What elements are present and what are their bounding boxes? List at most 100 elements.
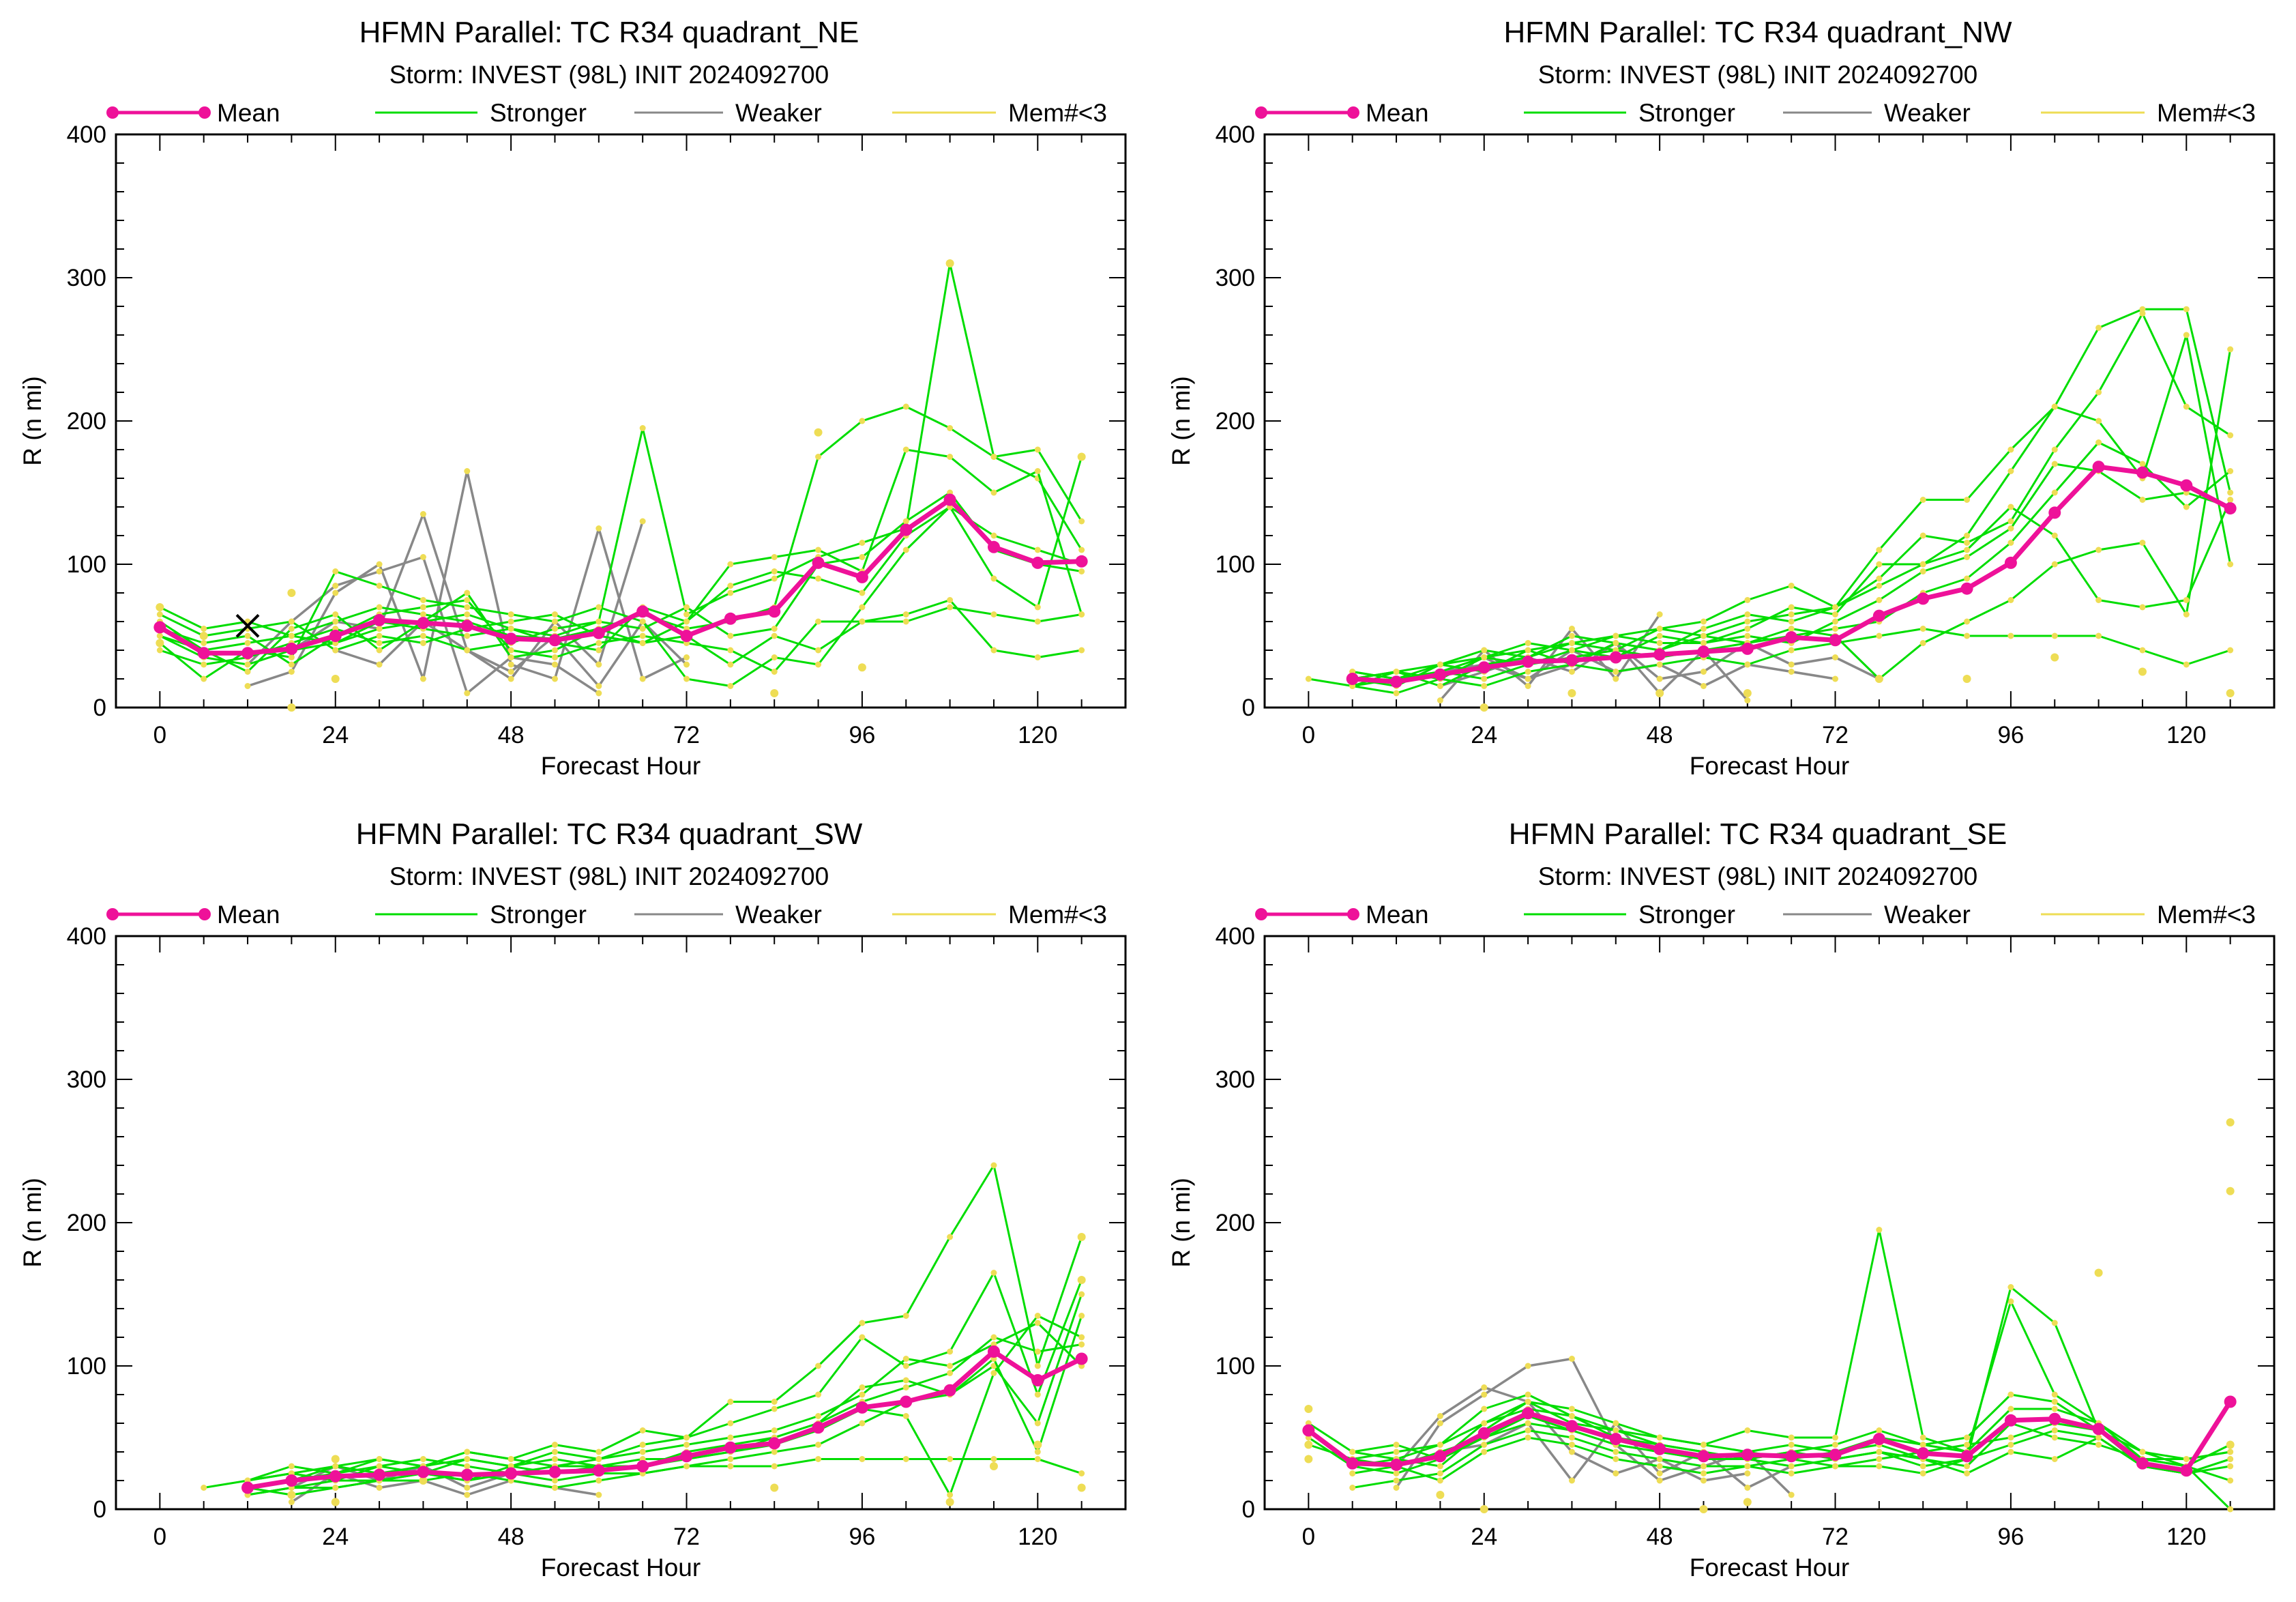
stronger-point — [1078, 518, 1085, 525]
stronger-point — [1744, 632, 1751, 639]
mean-point — [2092, 461, 2105, 474]
stronger-point — [376, 1463, 383, 1470]
panel-se: HFMN Parallel: TC R34 quadrant_SE Storm: … — [1167, 817, 2276, 1582]
stronger-point — [2051, 1427, 2058, 1433]
stronger-point — [1964, 554, 1971, 560]
y-tick-label: 200 — [67, 1210, 106, 1236]
mean-point — [1697, 645, 1710, 658]
stronger-point — [2007, 1391, 2014, 1398]
stronger-point — [201, 640, 207, 646]
stronger-point — [1034, 1348, 1041, 1355]
mean-series-line — [1307, 1400, 2233, 1473]
legend-label-mean: Mean — [1366, 99, 1429, 127]
y-tick-label: 300 — [1216, 1066, 1255, 1093]
stronger-point — [1744, 626, 1751, 632]
stronger-point — [1349, 1470, 1356, 1476]
y-tick-label: 300 — [67, 265, 106, 291]
stronger-point — [683, 611, 690, 617]
stronger-point — [1919, 640, 1926, 646]
stronger-point — [815, 1456, 822, 1462]
y-tick-label: 0 — [93, 695, 106, 721]
stronger-point — [1393, 1470, 1400, 1476]
stronger-point — [2227, 1463, 2234, 1470]
mem-lt3-point — [156, 639, 164, 647]
stronger-point — [902, 446, 909, 453]
stronger-point — [1525, 669, 1531, 675]
weaker-point — [288, 669, 295, 675]
weaker-point — [420, 554, 426, 560]
stronger-point — [683, 675, 690, 682]
stronger-point — [1919, 561, 1926, 568]
stronger-point — [2227, 1477, 2234, 1484]
stronger-point — [815, 1442, 822, 1448]
legend-label-stronger: Stronger — [490, 99, 587, 127]
weaker-point — [1832, 654, 1839, 660]
stronger-point — [1349, 1448, 1356, 1455]
stronger-point — [1525, 1434, 1531, 1441]
stronger-point — [1034, 1391, 1041, 1398]
mean-point — [2004, 1414, 2017, 1427]
stronger-series-line — [159, 592, 1082, 673]
weaker-point — [595, 661, 602, 668]
mem-lt3-point — [1962, 675, 1971, 683]
stronger-point — [2007, 446, 2014, 453]
stronger-point — [376, 647, 383, 654]
stronger-point — [2007, 1442, 2014, 1448]
x-tick-label: 120 — [2166, 722, 2206, 748]
stronger-point — [902, 547, 909, 553]
stronger-point — [551, 618, 558, 625]
stronger-point — [2139, 306, 2146, 312]
mean-point — [680, 1450, 693, 1463]
y-tick-label: 0 — [1242, 695, 1255, 721]
stronger-point — [859, 1456, 866, 1462]
stronger-point — [376, 1456, 383, 1462]
stronger-point — [1525, 1427, 1531, 1433]
chart-subtitle: Storm: INVEST (98L) INIT 2024092700 — [1538, 61, 1977, 89]
weaker-point — [595, 525, 602, 531]
legend-marker-mean-end — [198, 908, 211, 920]
axis-ticks — [1265, 935, 2275, 1510]
legend-marker-mean-start — [1255, 908, 1267, 920]
stronger-point — [1964, 575, 1971, 582]
stronger-point — [1568, 1442, 1575, 1448]
stronger-point — [1481, 683, 1488, 689]
y-tick-label: 400 — [1216, 923, 1255, 950]
stronger-point — [2051, 1320, 2058, 1326]
mean-point — [2136, 1457, 2149, 1470]
stronger-point — [1525, 1420, 1531, 1427]
stronger-point — [420, 604, 426, 611]
mean-point — [329, 1470, 342, 1483]
stronger-point — [902, 403, 909, 410]
stronger-point — [2227, 1506, 2234, 1513]
stronger-point — [947, 425, 954, 431]
weaker-point — [1744, 1470, 1751, 1476]
stronger-point — [1964, 540, 1971, 546]
stronger-point — [201, 1485, 207, 1491]
mem-lt3-point — [1436, 1491, 1445, 1499]
stronger-point — [2227, 468, 2234, 474]
stronger-point — [288, 632, 295, 639]
stronger-point — [156, 632, 163, 639]
y-tick-label: 200 — [1216, 408, 1255, 435]
mem-lt3-point — [2094, 1268, 2103, 1277]
weaker-point — [1568, 669, 1575, 675]
stronger-point — [727, 683, 734, 689]
mean-point — [1031, 556, 1044, 569]
stronger-point — [595, 1448, 602, 1455]
weaker-point — [683, 661, 690, 668]
stronger-point — [990, 1370, 997, 1376]
mem-lt3-point — [287, 703, 296, 712]
legend-label-mean: Mean — [217, 901, 280, 929]
stronger-point — [1700, 626, 1707, 632]
stronger-point — [815, 575, 822, 582]
y-tick-label: 300 — [67, 1066, 106, 1093]
weaker-point — [1656, 611, 1663, 617]
stronger-point — [1964, 547, 1971, 553]
stronger-point — [1568, 640, 1575, 646]
stronger-point — [2051, 489, 2058, 496]
stronger-point — [1481, 675, 1488, 682]
stronger-point — [2007, 525, 2014, 531]
stronger-point — [1876, 632, 1883, 639]
mean-point — [329, 630, 342, 642]
mem-lt3-point — [1568, 689, 1576, 697]
